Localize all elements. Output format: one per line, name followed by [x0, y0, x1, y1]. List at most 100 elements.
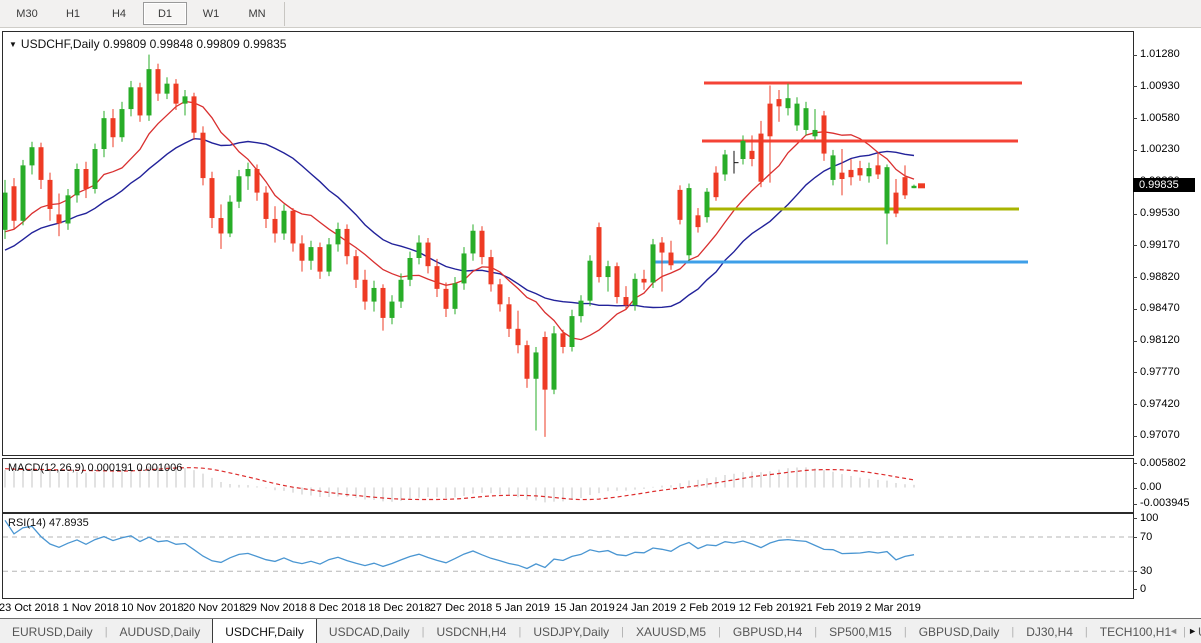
candle-body	[263, 192, 269, 219]
candle-body	[848, 169, 854, 178]
candle-body	[758, 133, 764, 182]
date-label: 1 Nov 2018	[62, 602, 119, 614]
timeframe-button-h1[interactable]: H1	[65, 7, 81, 20]
candle-body	[200, 132, 206, 179]
rsi-line	[4, 519, 915, 570]
tab-gbpusd-daily[interactable]: GBPUSD,Daily	[918, 624, 1000, 639]
candle-body	[506, 304, 512, 329]
price-tick-label: 0.99170	[1140, 238, 1180, 251]
chart-menu-icon[interactable]: ▼	[9, 40, 17, 49]
candle-body	[209, 178, 215, 219]
price-tick-label: 1.00230	[1140, 143, 1180, 156]
rsi-tick-label-tick	[1133, 537, 1137, 538]
tab-dj30-h4[interactable]: DJ30,H4	[1026, 624, 1073, 639]
tab-usdcnh-h4[interactable]: USDCNH,H4	[436, 624, 507, 639]
macd-tick-label: 0.005802	[1140, 456, 1186, 469]
candle-body	[146, 69, 152, 116]
price-tick-label: 1.00930	[1140, 79, 1180, 92]
candle-body	[245, 169, 251, 177]
candle-body	[173, 83, 179, 104]
main-chart-pane[interactable]: ▼ USDCHF,Daily 0.99809 0.99848 0.99809 0.…	[2, 31, 1134, 456]
candle-body	[704, 191, 710, 218]
price-tick-label-tick	[1133, 118, 1137, 120]
candle-body	[38, 147, 44, 180]
timeframe-button-m30[interactable]: M30	[16, 7, 38, 20]
chart-title: ▼ USDCHF,Daily 0.99809 0.99848 0.99809 0.…	[9, 37, 286, 51]
rsi-tick-label: 0	[1140, 582, 1147, 595]
candle-body	[830, 155, 836, 180]
tab-usdchf-daily[interactable]: USDCHF,Daily	[212, 619, 317, 643]
timeframe-button-mn[interactable]: MN	[248, 7, 266, 20]
candle-body	[740, 140, 746, 160]
candle-body	[785, 98, 791, 109]
tab-separator: |	[1084, 625, 1088, 638]
chart-tab-bar: EURUSD,Daily | AUDUSD,Daily USDCHF,Daily USD…	[0, 618, 1201, 643]
candle-body	[857, 168, 863, 176]
candle-body	[101, 118, 107, 150]
tab-audusd-daily[interactable]: AUDUSD,Daily	[119, 624, 201, 639]
macd-chart	[4, 466, 915, 503]
candle-body	[614, 266, 620, 298]
date-label: 29 Nov 2018	[244, 602, 308, 614]
candle-body	[389, 301, 395, 318]
candle-body	[398, 279, 404, 302]
tab-usdcad-daily[interactable]: USDCAD,Daily	[328, 624, 410, 639]
rsi-tick-label: 30	[1140, 564, 1153, 577]
candle-body	[308, 247, 314, 261]
candle-body	[803, 108, 809, 130]
macd-tick-label-tick	[1133, 503, 1137, 505]
candle-body	[83, 169, 89, 189]
price-tick-label-tick	[1133, 340, 1137, 342]
scroll-left-icon[interactable]: ◄	[1169, 626, 1179, 636]
macd-tick-label: 0.00	[1140, 481, 1162, 493]
timeframe-button-w1[interactable]: W1	[202, 7, 220, 20]
tab-u[interactable]: U	[1186, 619, 1201, 643]
toolbar-separator	[284, 1, 285, 26]
candle-body	[902, 177, 908, 196]
timeframe-button-h4[interactable]: H4	[111, 7, 127, 20]
candle-body	[650, 244, 656, 283]
candle-wick	[661, 237, 663, 292]
candle-body	[551, 333, 557, 390]
tab-usdjpy-daily[interactable]: USDJPY,Daily	[533, 624, 610, 639]
candle-body	[695, 215, 701, 228]
date-label: 2 Mar 2019	[865, 602, 921, 614]
tab-separator: |	[421, 625, 425, 638]
date-label: 15 Jan 2019	[554, 602, 615, 614]
candle-body	[794, 103, 800, 126]
candle-body	[839, 172, 845, 179]
macd-signal-value: 0.001006	[136, 462, 183, 474]
macd-signal-line	[4, 467, 915, 501]
rsi-label: RSI(14) 47.8935	[8, 517, 89, 529]
candle-wick	[535, 346, 537, 431]
date-label: 12 Feb 2019	[738, 602, 801, 614]
price-tick-label-tick	[1133, 54, 1137, 56]
macd-value: 0.000191	[87, 462, 134, 474]
macd-tick-label-tick	[1133, 487, 1137, 489]
tab-gbpusd-h4[interactable]: GBPUSD,H4	[732, 624, 803, 639]
candle-body	[29, 147, 35, 166]
tab-separator: |	[104, 625, 108, 638]
tab-separator: |	[1011, 625, 1015, 638]
tab-tech100-h1[interactable]: TECH100,H1	[1099, 624, 1172, 639]
timeframe-button-d1[interactable]: D1	[143, 2, 187, 25]
tab-xauusd-m5[interactable]: XAUUSD,M5	[636, 624, 707, 639]
date-label: 10 Nov 2018	[121, 602, 184, 614]
candle-body	[128, 87, 134, 110]
candle-body	[713, 172, 719, 198]
scroll-right-icon[interactable]: ►	[1188, 626, 1197, 636]
macd-indicator-pane[interactable]: MACD(12,26,9) 0.000191 0.001006	[2, 458, 1134, 513]
price-tick-label: 0.99530	[1140, 207, 1180, 219]
price-tick-label: 0.97770	[1140, 365, 1180, 378]
candle-body	[317, 247, 323, 272]
tab-eurusd-daily[interactable]: EURUSD,Daily	[12, 624, 93, 639]
candle-body	[452, 283, 458, 309]
time-axis[interactable]: 23 Oct 2018 1 Nov 2018 10 Nov 2018 20 Nov 2…	[0, 598, 1133, 618]
candle-wick	[841, 149, 843, 196]
rsi-indicator-pane[interactable]: RSI(14) 47.8935	[2, 513, 1134, 599]
candle-body	[542, 336, 548, 390]
tab-sp500-m15[interactable]: SP500,M15	[829, 624, 892, 639]
price-tick-label: 1.00580	[1140, 111, 1180, 124]
candle-body	[92, 149, 98, 189]
